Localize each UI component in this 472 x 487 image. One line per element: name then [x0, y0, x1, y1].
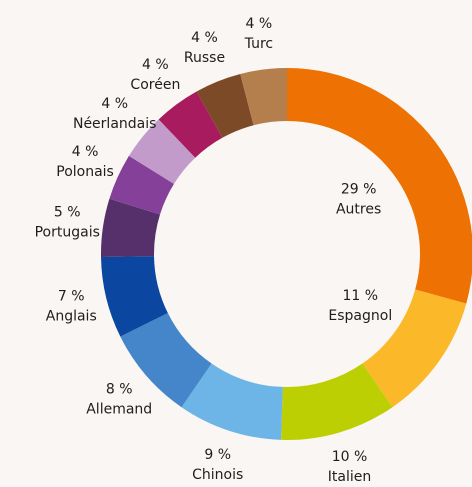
donut-slice: [109, 155, 174, 215]
donut-slice: [240, 68, 287, 126]
category-label: Portugais: [35, 224, 100, 240]
value-label: 4 %: [142, 57, 169, 73]
value-label: 10 %: [332, 449, 368, 465]
category-label: Coréen: [130, 77, 180, 93]
donut-slice: [362, 289, 467, 408]
donut-slice: [287, 68, 472, 304]
value-label: 4 %: [72, 144, 99, 160]
category-label: Allemand: [86, 401, 152, 417]
category-label: Espagnol: [328, 308, 392, 324]
category-label: Russe: [184, 50, 225, 66]
category-label: Anglais: [46, 308, 97, 324]
category-label: Italien: [328, 469, 371, 483]
value-label: 11 %: [343, 288, 379, 304]
value-label: 9 %: [204, 447, 231, 463]
donut-slice: [181, 363, 283, 440]
value-label: 5 %: [54, 204, 81, 220]
category-label: Autres: [336, 201, 381, 217]
category-label: Chinois: [192, 467, 243, 483]
category-label: Turc: [244, 36, 273, 52]
value-label: 7 %: [58, 288, 85, 304]
value-label: 29 %: [341, 181, 377, 197]
value-label: 8 %: [106, 381, 133, 397]
donut-slice: [100, 198, 160, 257]
donut-slice: [120, 313, 212, 408]
donut-slice: [128, 119, 196, 184]
category-label: Polonais: [56, 164, 114, 180]
donut-slice: [281, 363, 393, 441]
value-label: 4 %: [101, 96, 128, 112]
donut-slice: [101, 256, 168, 337]
donut-slice: [196, 73, 254, 138]
donut-slice: [158, 91, 223, 158]
value-label: 4 %: [246, 16, 273, 32]
category-label: Néerlandais: [73, 116, 156, 132]
value-label: 4 %: [191, 30, 218, 46]
